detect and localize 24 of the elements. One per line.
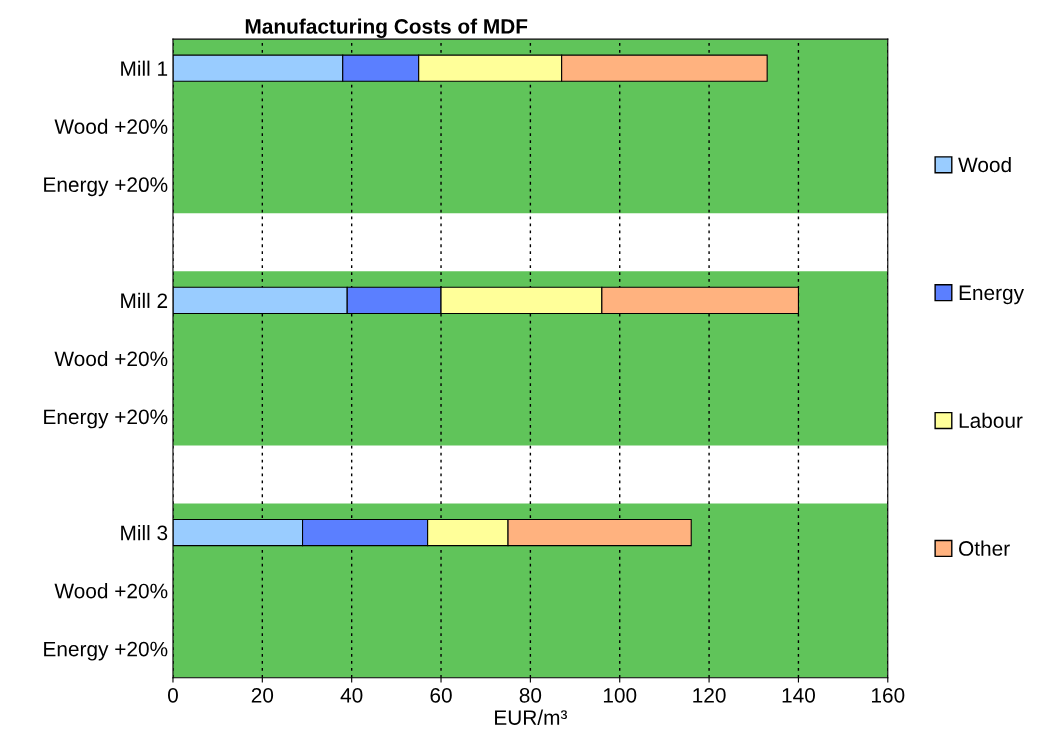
legend-label: Energy (959, 285, 1025, 305)
y-tick-label: Mill 3 (121, 525, 168, 541)
x-tick-label: 80 (519, 687, 542, 703)
x-tick-label: 0 (167, 687, 178, 703)
x-tick-label: 60 (430, 687, 452, 703)
y-tick-label: Energy +20% (44, 177, 168, 197)
y-tick-label: Wood +20% (54, 118, 168, 134)
y-tick-label: Wood +20% (54, 350, 168, 367)
legend-label: Wood (958, 156, 1011, 173)
x-tick-label: 160 (871, 687, 905, 703)
x-tick-label: 20 (251, 687, 274, 703)
y-tick-label: Mill 2 (121, 292, 168, 308)
chart-title: Manufacturing Costs of MDF (245, 18, 528, 39)
y-tick-label: Mill 1 (121, 60, 168, 76)
legend-label: Other (959, 540, 1010, 556)
x-tick-label: 40 (340, 687, 363, 703)
x-tick-label: 140 (782, 687, 815, 703)
x-tick-label: 120 (693, 687, 726, 703)
x-tick-label: 100 (603, 687, 637, 703)
x-axis-title: EUR/m³ (495, 709, 567, 725)
y-tick-label: Wood +20% (54, 583, 168, 599)
y-tick-label: Energy +20% (44, 409, 168, 429)
y-tick-label: Energy +20% (44, 641, 168, 661)
legend-label: Labour (959, 412, 1023, 429)
